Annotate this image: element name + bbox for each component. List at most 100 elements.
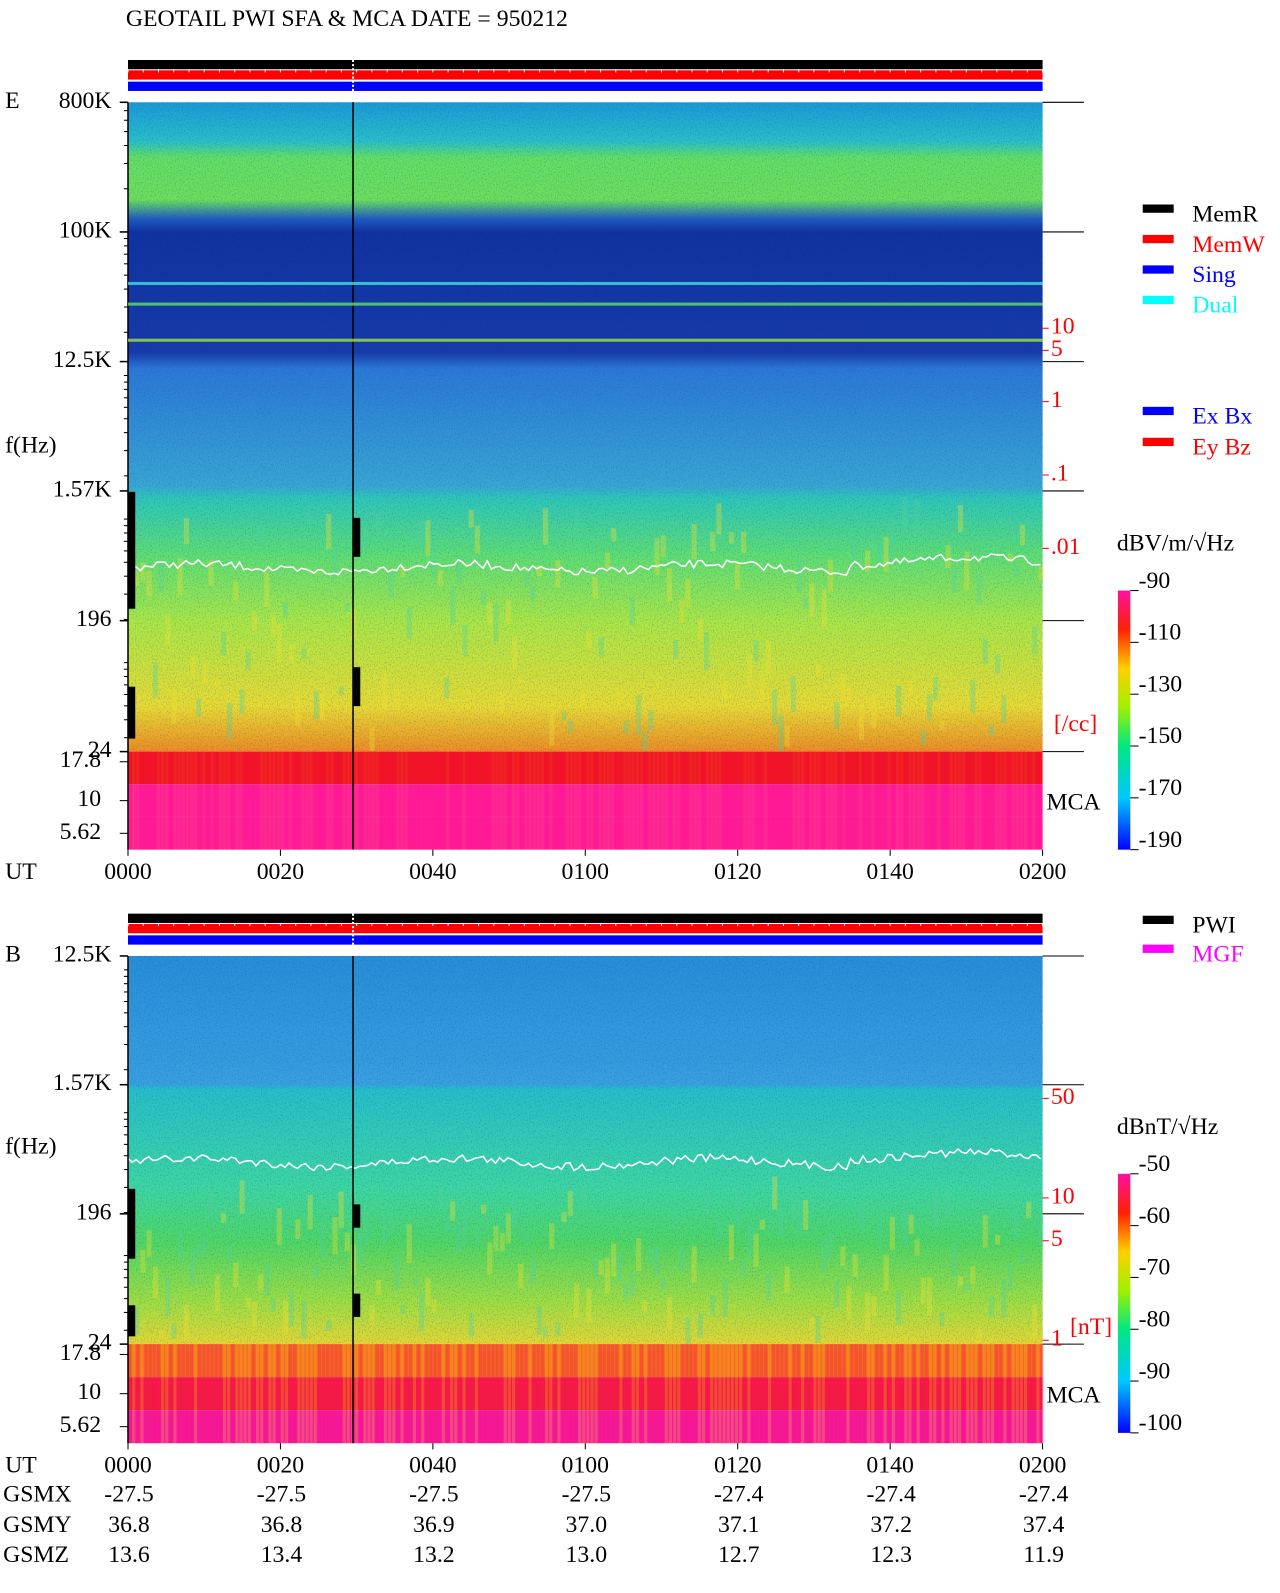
x-tick-label: 0140 <box>866 1452 913 1478</box>
spectrogram-streak <box>1032 1304 1038 1341</box>
mca-stripe <box>990 1344 995 1444</box>
mca-stripe <box>462 1344 466 1444</box>
spectrogram-streak <box>747 1225 753 1257</box>
mca-stripe <box>929 1344 933 1444</box>
spectrogram-streak <box>425 520 431 556</box>
mca-stripe <box>912 1344 916 1444</box>
mca-stripe <box>198 1344 202 1444</box>
marker <box>353 667 361 707</box>
mca-stripe <box>817 1344 821 1444</box>
spectrogram-streak <box>227 1244 233 1261</box>
mca-stripe <box>982 1344 986 1444</box>
mca-stripe <box>722 751 726 850</box>
x-tick-label: 0200 <box>1019 859 1066 885</box>
x-tick-label: 0120 <box>714 1452 761 1478</box>
mca-stripe <box>425 751 429 850</box>
mca-stripe <box>809 751 813 850</box>
mca-band <box>128 816 1043 850</box>
spectrogram-streak <box>821 589 827 628</box>
mca-stripe <box>317 751 322 850</box>
mca-stripe <box>772 1344 776 1444</box>
spectrogram-streak <box>877 1223 883 1249</box>
spectrogram-streak <box>790 676 796 713</box>
mca-stripe <box>734 1344 739 1444</box>
mca-stripe <box>487 751 491 850</box>
spectrogram-streak <box>468 509 474 528</box>
legend-swatch <box>1142 204 1174 213</box>
mca-stripe <box>280 1344 284 1444</box>
mca-stripe <box>400 751 404 850</box>
mca-stripe <box>594 751 598 850</box>
spectrogram-streak <box>567 720 573 733</box>
mca-stripe <box>309 1344 313 1444</box>
mca-stripe <box>342 1344 346 1444</box>
mca-stripe <box>606 1344 611 1444</box>
spectrogram-streak <box>592 1255 598 1277</box>
spectrogram-streak <box>852 539 858 567</box>
spectrogram-streak <box>487 1242 493 1275</box>
mca-stripe <box>520 1344 524 1444</box>
mca-stripe <box>957 1344 962 1444</box>
mca-stripe <box>825 1344 829 1444</box>
mca-stripe <box>640 1344 644 1444</box>
mca-stripe <box>891 1344 895 1444</box>
mca-stripe <box>689 1344 693 1444</box>
mca-stripe <box>673 751 677 850</box>
marker <box>128 1188 136 1259</box>
mca-stripe <box>966 1344 970 1444</box>
ephemeris-value: -27.4 <box>866 1481 916 1507</box>
spectrogram-streak <box>258 530 264 546</box>
mca-stripe <box>805 751 809 850</box>
mca-stripe <box>429 751 433 850</box>
mca-stripe <box>788 751 792 850</box>
spectrogram-streak <box>326 513 332 550</box>
mca-stripe <box>916 1344 920 1444</box>
mca-stripe <box>256 751 260 850</box>
mca-stripe <box>986 1344 990 1444</box>
mca-stripe <box>858 751 862 850</box>
mca-stripe <box>235 751 239 850</box>
mca-stripe <box>140 751 144 850</box>
marker <box>128 1305 136 1337</box>
x-tick-label: 0200 <box>1019 1452 1066 1478</box>
spectrogram-streak <box>666 568 672 602</box>
mca-stripe <box>516 1344 520 1444</box>
spectrogram-streak <box>152 1267 158 1298</box>
ephemeris-value: -27.5 <box>104 1481 153 1507</box>
x-tick-label: 0120 <box>714 859 761 885</box>
spectrogram-streak <box>772 1176 778 1210</box>
spectrogram-streak <box>784 1266 790 1294</box>
spectrogram-streak <box>239 689 245 714</box>
mca-stripe <box>194 1344 198 1444</box>
spectrogram-streak <box>648 1248 654 1265</box>
legend-swatch <box>1142 265 1174 274</box>
x-axis-label: UT <box>5 859 37 885</box>
y-tick-label: 196 <box>76 606 112 632</box>
mca-stripe <box>231 1344 235 1444</box>
mca-stripe <box>751 751 755 850</box>
spectrogram-streak <box>1038 1216 1044 1246</box>
mca-label: MCA <box>1047 789 1101 815</box>
mca-stripe <box>251 751 255 850</box>
mca-stripe <box>210 751 214 850</box>
spectrogram-streak <box>964 551 970 590</box>
spectrogram-streak <box>481 1205 487 1214</box>
spectrogram-streak <box>772 689 778 726</box>
mca-stripe <box>441 1344 445 1444</box>
x-tick-label: 0000 <box>104 1452 151 1478</box>
mca-stripe <box>784 751 788 850</box>
mca-stripe <box>478 1344 483 1444</box>
spectrogram-streak <box>450 1201 456 1221</box>
mca-stripe <box>941 751 945 850</box>
mca-stripe <box>962 1344 966 1444</box>
mca-stripe <box>924 1344 928 1444</box>
x-tick-label: 0140 <box>866 859 913 885</box>
spectrogram-streak <box>778 1209 784 1237</box>
mca-band <box>128 751 1043 785</box>
spectrogram-streak <box>827 1231 834 1258</box>
mca-stripe <box>747 1344 751 1444</box>
mca-stripe <box>326 1344 330 1444</box>
mca-stripe <box>796 1344 800 1444</box>
mca-stripe <box>569 751 573 850</box>
